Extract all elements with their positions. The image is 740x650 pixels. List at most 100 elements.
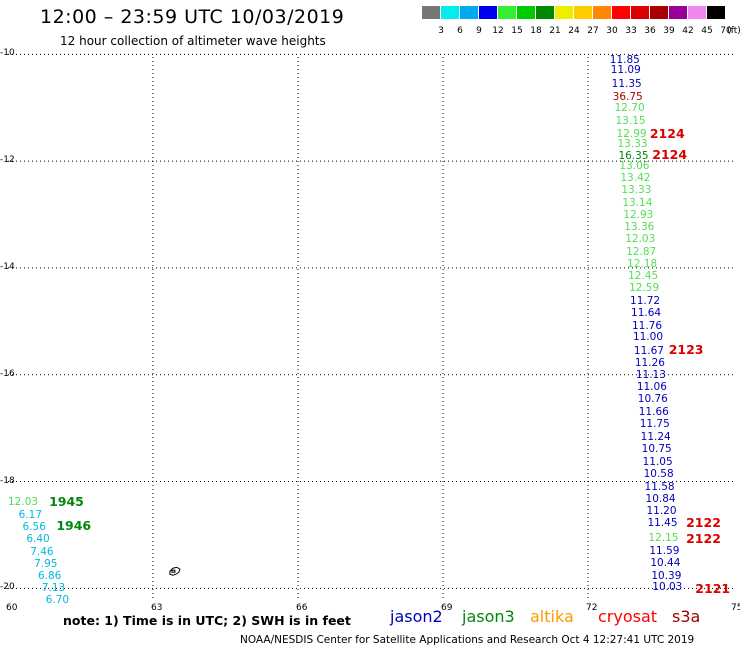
wave-height-value: 11.76: [631, 319, 663, 332]
wave-height-value: 10.39: [651, 569, 682, 582]
wave-height-value: 10.75: [641, 443, 672, 456]
pass-time-label: 2124: [652, 147, 688, 163]
map-plot-area: [8, 53, 733, 599]
wave-height-value: 10.44: [650, 557, 681, 570]
wave-height-value: 36.75: [612, 91, 643, 104]
lat-tick-label: -18: [0, 475, 15, 486]
lon-tick-label: 75: [731, 603, 740, 613]
footer-note: note: 1) Time is in UTC; 2) SWH is in fe…: [63, 613, 351, 628]
wave-height-value: 10.58: [643, 468, 674, 481]
wave-height-value: 11.72: [630, 295, 661, 308]
wave-height-value: 11.67: [633, 344, 664, 357]
wave-height-value: 12.03: [8, 495, 39, 508]
satellite-legend-cryosat: cryosat: [598, 607, 658, 626]
wave-height-value: 11.85: [609, 53, 640, 66]
lon-tick-label: 60: [6, 603, 18, 613]
wave-height-value: 6.40: [26, 533, 50, 546]
map-grid: [8, 53, 733, 599]
legend-swatch: [536, 6, 554, 19]
legend-value: 39: [663, 26, 675, 36]
wave-height-value: 6.86: [37, 570, 62, 583]
wave-height-value: 12.45: [628, 269, 659, 282]
legend-value: 45: [701, 26, 713, 36]
credit-line: NOAA/NESDIS Center for Satellite Applica…: [240, 634, 695, 646]
legend-swatch: [612, 6, 630, 19]
pass-time-label: 1946: [56, 518, 92, 534]
legend-swatch: [669, 6, 687, 19]
wave-height-value: 13.42: [620, 172, 651, 185]
lat-tick-label: -14: [0, 261, 15, 272]
wave-height-value: 12.93: [623, 208, 654, 221]
island-shape: [169, 566, 181, 576]
legend-swatch: [498, 6, 516, 19]
legend-swatch: [688, 6, 706, 19]
legend-swatch: [422, 6, 440, 19]
legend-swatch: [479, 6, 497, 19]
lat-tick-label: -10: [0, 48, 15, 59]
wave-height-value: 11.26: [634, 356, 665, 369]
wave-height-value: 12.70: [614, 101, 645, 114]
wave-height-value: 11.06: [636, 381, 667, 393]
wave-height-value: 11.58: [644, 480, 675, 493]
lon-tick-label: 66: [296, 603, 308, 613]
legend-value: 3: [438, 26, 444, 36]
wave-height-value: 10.84: [645, 492, 676, 505]
wave-height-value: 10.03: [652, 581, 683, 594]
legend-swatch: [707, 6, 725, 19]
wave-height-value: 11.64: [631, 307, 662, 320]
legend-value: 21: [549, 26, 561, 36]
pass-time-label: 2124: [649, 125, 685, 141]
lat-tick-label: -12: [0, 155, 15, 166]
wave-height-value: 11.24: [640, 430, 671, 443]
legend-value: 6: [457, 26, 463, 36]
wave-height-value: 12.15: [648, 531, 679, 544]
pass-time-label: 2122: [686, 531, 721, 547]
legend-value: 12: [492, 26, 504, 36]
legend-value: 33: [625, 26, 637, 36]
wave-height-value: 11.09: [610, 64, 641, 77]
wave-height-value: 13.15: [615, 115, 646, 128]
wave-height-value: 7.46: [30, 546, 54, 558]
wave-height-value: 13.14: [622, 196, 653, 209]
legend-unit: (ft): [727, 26, 740, 36]
wave-height-value: 13.06: [619, 160, 650, 173]
legend-swatch: [631, 6, 649, 19]
legend-value: 15: [511, 26, 523, 36]
lon-tick-label: 63: [151, 603, 163, 613]
wave-height-value: 6.70: [45, 594, 70, 607]
island-coastline: [169, 566, 181, 576]
legend-value: 70: [720, 26, 732, 36]
satellite-legend-jason3: jason3: [462, 607, 515, 626]
wave-height-value: 13.33: [617, 138, 648, 151]
lon-tick-label: 72: [586, 603, 598, 613]
wave-height-value: 12.18: [627, 257, 658, 270]
wave-height-value: 11.05: [642, 455, 673, 468]
legend-value: 24: [568, 26, 580, 36]
legend-value: 9: [476, 26, 482, 36]
satellite-legend-altika: altika: [530, 607, 574, 626]
page-subtitle: 12 hour collection of altimeter wave hei…: [60, 34, 326, 48]
wave-height-value: 6.56: [22, 520, 46, 533]
wave-height-value: 12.59: [629, 282, 660, 295]
legend-swatch: [593, 6, 611, 19]
pass-time-label: 1945: [49, 493, 84, 509]
wave-height-value: 11.66: [638, 405, 669, 418]
legend-swatch: [574, 6, 592, 19]
legend-swatch: [441, 6, 459, 19]
wave-height-value: 12.03: [625, 232, 656, 245]
wave-height-value: 7.95: [34, 557, 58, 570]
wave-height-value: 11.20: [646, 504, 677, 517]
wave-height-value: 6.17: [18, 508, 43, 521]
satellite-legend-jason2: jason2: [390, 607, 443, 626]
wave-height-value: 10.76: [637, 393, 668, 406]
legend-value: 36: [644, 26, 656, 36]
pass-time-label: 2121: [695, 580, 731, 596]
legend-value: 27: [587, 26, 599, 36]
legend-swatch: [650, 6, 668, 19]
legend-value: 42: [682, 26, 694, 36]
wave-height-value: 11.13: [635, 368, 666, 381]
wave-height-value: 11.59: [649, 544, 680, 557]
pass-time-label: 2123: [668, 342, 704, 358]
legend-value: 30: [606, 26, 618, 36]
